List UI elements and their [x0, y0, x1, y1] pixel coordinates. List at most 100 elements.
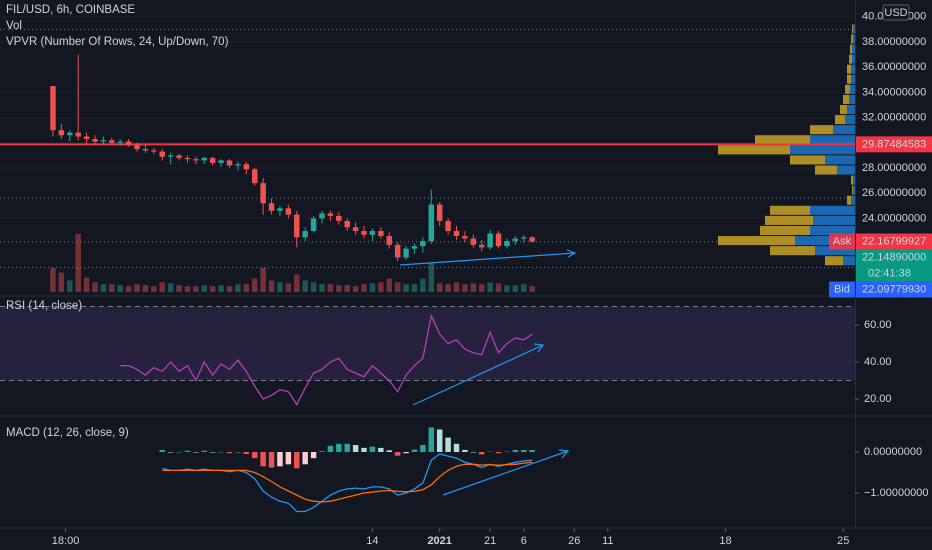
vpvr-down — [718, 145, 790, 155]
y-tick-label: 20.00 — [864, 393, 892, 405]
volume-bar — [302, 280, 308, 292]
vpvr-up — [853, 34, 855, 44]
candle-body — [142, 149, 149, 151]
last-price-label: 22.14890000 — [862, 251, 926, 263]
rsi-legend: RSI (14, close) — [6, 300, 82, 312]
volume-bar — [58, 272, 65, 292]
volume-bar — [462, 284, 468, 292]
macd-histogram-bar — [462, 449, 468, 452]
volume-bar — [151, 286, 157, 292]
macd-histogram-bar — [394, 451, 401, 456]
candle-body — [125, 141, 132, 146]
volume-bar — [294, 274, 300, 292]
candle-body — [109, 140, 115, 143]
vpvr-up — [810, 225, 855, 236]
volume-bar — [125, 286, 132, 292]
candle-body — [159, 151, 165, 157]
macd-histogram-bar — [378, 447, 384, 452]
candle-body — [243, 164, 250, 170]
arrow-head — [533, 343, 545, 353]
candle-body — [336, 215, 342, 221]
arrow-head — [566, 249, 577, 258]
candle-body — [529, 237, 535, 242]
vpvr-down — [851, 175, 853, 185]
macd-histogram-bar — [445, 437, 451, 452]
macd-histogram-bar — [436, 429, 443, 452]
macd-histogram-bar — [504, 451, 510, 453]
candle-body — [184, 157, 191, 160]
candle-body — [420, 241, 426, 247]
x-tick-label: 25 — [837, 535, 849, 547]
y-tick-label: 26.00000000 — [862, 187, 926, 199]
volume-bar — [226, 286, 233, 292]
candle-body — [218, 160, 224, 163]
candle-body — [487, 233, 493, 248]
bid-name: Bid — [834, 283, 850, 295]
trend-line — [399, 252, 576, 266]
vpvr-up — [847, 104, 855, 115]
volume-bar — [369, 283, 376, 292]
rsi-line — [120, 313, 533, 406]
candle-body — [83, 136, 90, 140]
macd-histogram-bar — [369, 446, 376, 452]
vpvr-down — [755, 135, 810, 145]
vpvr-up — [853, 185, 855, 195]
volume-bar — [529, 286, 535, 292]
volume-bar — [386, 278, 392, 292]
price-line-label-box — [856, 136, 932, 153]
macd-histogram-bar — [201, 450, 208, 452]
vpvr-down — [849, 54, 852, 64]
macd-histogram-bar — [226, 451, 233, 454]
macd-histogram-bar — [184, 450, 191, 452]
volume-bar — [504, 285, 510, 292]
macd-histogram-bar — [453, 443, 460, 452]
vpvr-down — [770, 246, 815, 256]
vpvr-legend: VPVR (Number Of Rows, 24, Up/Down, 70) — [6, 36, 229, 48]
vpvr-down — [852, 24, 853, 34]
vpvr-down — [815, 165, 837, 175]
trend-lines — [399, 249, 577, 496]
volume-bar — [285, 283, 292, 292]
vpvr-down — [760, 225, 810, 236]
y-tick-label: 40.00 — [864, 356, 892, 368]
candle-body — [201, 157, 208, 161]
vpvr-down — [718, 236, 795, 246]
volume-bar — [478, 284, 485, 292]
vpvr-down — [810, 125, 833, 135]
candle-body — [521, 237, 527, 239]
vpvr-down — [847, 74, 851, 84]
volume-bar — [495, 283, 502, 292]
volume-bar — [109, 284, 115, 292]
countdown: 02:41:38 — [868, 267, 911, 279]
macd-histogram-bar — [495, 451, 502, 454]
volume-bar — [117, 285, 123, 292]
vpvr-up — [843, 256, 855, 266]
macd-histogram-bar — [470, 451, 477, 453]
candle-body — [268, 203, 275, 211]
candle-body — [495, 233, 502, 247]
candle-body — [403, 248, 409, 258]
x-tick-label: 2021 — [427, 535, 451, 547]
arrow-head — [558, 449, 570, 459]
x-tick-label: 26 — [568, 535, 580, 547]
volume-bar — [252, 278, 258, 292]
volume-bar — [268, 280, 275, 292]
candle-body — [235, 164, 241, 166]
candle-body — [277, 208, 283, 211]
volume-bar — [184, 286, 191, 292]
y-tick-label: 28.00000000 — [862, 162, 926, 174]
volume-bar — [470, 283, 477, 292]
candle-body — [50, 86, 56, 131]
volume-bar — [521, 284, 527, 292]
macd-histogram-bar — [428, 427, 435, 452]
vpvr-down — [850, 44, 852, 54]
volume-bar — [176, 285, 182, 292]
vpvr-up — [795, 236, 855, 246]
candle-body — [310, 218, 317, 231]
x-tick-label: 18:00 — [52, 535, 80, 547]
volume-bar — [310, 282, 317, 292]
candle-body — [58, 130, 65, 136]
macd-histogram-bar — [344, 443, 350, 452]
candle-body — [394, 244, 401, 258]
